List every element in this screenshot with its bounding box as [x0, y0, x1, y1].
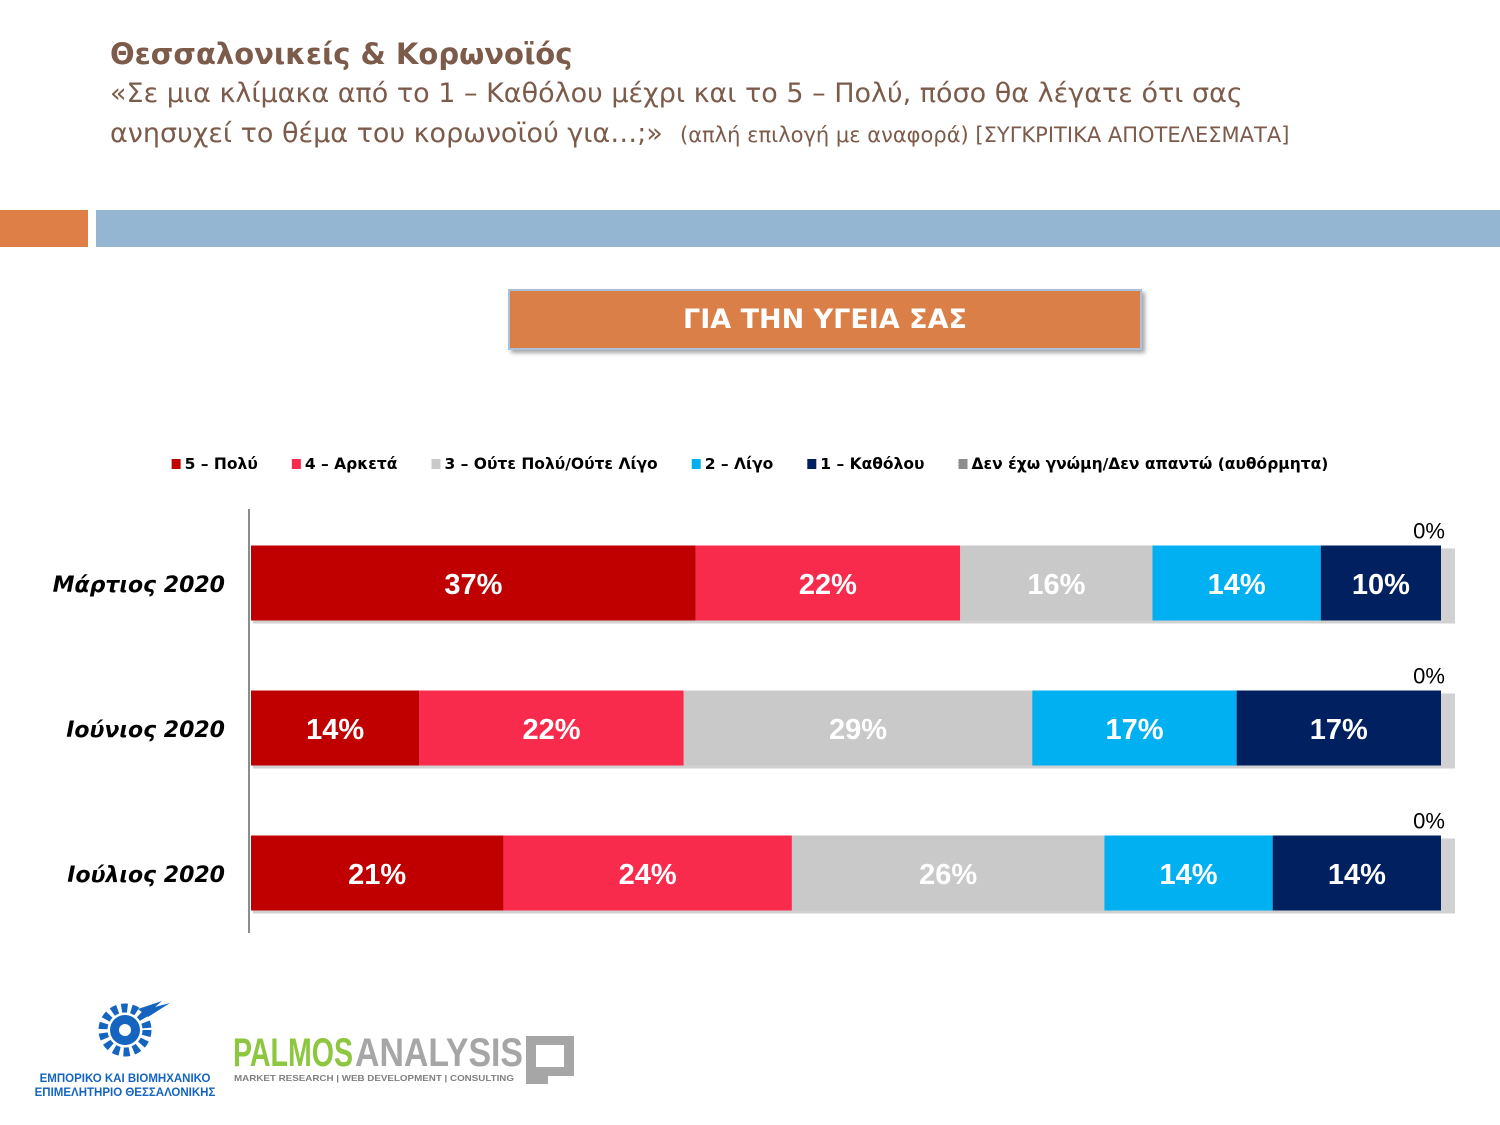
legend-item-3: 3 – Ούτε Πολύ/Ούτε Λίγο: [431, 455, 658, 473]
data-label: 0%: [1413, 809, 1445, 834]
data-label: 14%: [306, 714, 364, 746]
bar-segment: [695, 545, 961, 621]
gear-icon: [98, 1003, 152, 1057]
palmos-tagline: MARKET RESEARCH | WEB DEVELOPMENT | CONS…: [234, 1073, 514, 1083]
bar-segment: [1320, 545, 1441, 621]
palmos-wordmark: PALMOS: [233, 1031, 353, 1075]
legend-label: 3 – Ούτε Πολύ/Ούτε Λίγο: [444, 455, 657, 473]
data-label: 0%: [1413, 519, 1445, 544]
legend-label: 2 – Λίγο: [705, 455, 774, 473]
legend-label: 5 – Πολύ: [185, 455, 258, 473]
data-label: 24%: [619, 859, 677, 891]
topic-label-box: ΓΙΑ ΤΗΝ ΥΓΕΙΑ ΣΑΣ: [508, 289, 1142, 350]
category-label: Μάρτιος 2020: [53, 573, 225, 598]
data-label: 22%: [799, 569, 857, 601]
legend-label: 4 – Αρκετά: [305, 455, 398, 473]
chamber-logo: ΕΜΠΟΡΙΚΟ ΚΑΙ ΒΙΟΜΗΧΑΝΙΚΟ ΕΠΙΜΕΛΗΤΗΡΙΟ ΘΕ…: [35, 1001, 216, 1099]
chamber-logo-line-1: ΕΜΠΟΡΙΚΟ ΚΑΙ ΒΙΟΜΗΧΑΝΙΚΟ: [40, 1073, 211, 1085]
stacked-bar-chart: 5 – Πολύ 4 – Αρκετά 3 – Ούτε Πολύ/Ούτε Λίγ…: [53, 455, 1455, 933]
data-label: 29%: [829, 714, 887, 746]
bar-segment: [683, 690, 1033, 766]
bar-segment: [419, 690, 684, 766]
data-label: 26%: [919, 859, 977, 891]
data-label: 14%: [1328, 859, 1386, 891]
category-label: Ιούνιος 2020: [66, 718, 225, 743]
chart-bars: Μάρτιος 2020 37% 22% 16% 14% 10%0%Ιούνιος 202…: [53, 519, 1455, 914]
data-label: 17%: [1310, 714, 1368, 746]
legend-swatch: [807, 459, 817, 469]
bar-segment: [1236, 690, 1441, 766]
legend-swatch: [958, 459, 968, 469]
data-label: 16%: [1027, 569, 1085, 601]
bar-segment: [1032, 690, 1237, 766]
data-label: 37%: [444, 569, 502, 601]
legend-swatch: [431, 459, 441, 469]
question-note: (απλή επιλογή με αναφορά) [ΣΥΓΚΡΙΤΙΚΑ ΑΠ…: [680, 123, 1290, 147]
bar-segment: [251, 835, 504, 911]
data-label: 22%: [522, 714, 580, 746]
wing-icon: [138, 1001, 170, 1017]
palmos-analysis-logo: PALMOS ANALYSIS MARKET RESEARCH | WEB DE…: [233, 1031, 574, 1084]
bar-segment: [251, 545, 696, 621]
legend-item-5: 1 – Καθόλου: [807, 455, 925, 473]
legend-label: 1 – Καθόλου: [820, 455, 924, 473]
square-logo-icon: [526, 1036, 574, 1084]
legend-label: Δεν έχω γνώμη/Δεν απαντώ (αυθόρμητα): [972, 455, 1329, 473]
legend-item-1: 5 – Πολύ: [171, 455, 258, 473]
question-line-1: «Σε μια κλίμακα από το 1 – Καθόλου μέχρι…: [110, 78, 1243, 109]
data-label: 21%: [348, 859, 406, 891]
data-label: 0%: [1413, 664, 1445, 689]
survey-question: «Σε μια κλίμακα από το 1 – Καθόλου μέχρι…: [110, 74, 1490, 155]
category-label: Ιούλιος 2020: [67, 863, 225, 888]
legend-item-2: 4 – Αρκετά: [291, 455, 398, 473]
data-label: 17%: [1105, 714, 1163, 746]
legend-swatch: [691, 459, 701, 469]
data-label: 10%: [1352, 569, 1410, 601]
legend-swatch: [291, 459, 301, 469]
bar-segment: [1152, 545, 1321, 621]
question-line-2: ανησυχεί το θέμα του κορωνοϊού για…;»: [110, 118, 663, 149]
bar-segment: [791, 835, 1105, 911]
analysis-wordmark: ANALYSIS: [355, 1031, 523, 1075]
legend-item-6: Δεν έχω γνώμη/Δεν απαντώ (αυθόρμητα): [958, 455, 1329, 473]
bar-segment: [251, 690, 420, 766]
header: Θεσσαλονικείς & Κορωνοϊός «Σε μια κλίμακ…: [110, 34, 1490, 155]
bar-segment: [960, 545, 1153, 621]
bar-segment: [1272, 835, 1441, 911]
data-label: 14%: [1208, 569, 1266, 601]
orange-accent-bar: [0, 210, 88, 247]
legend-item-4: 2 – Λίγο: [691, 455, 774, 473]
legend-swatch: [171, 459, 181, 469]
bar-segment: [503, 835, 792, 911]
data-label: 14%: [1160, 859, 1218, 891]
blue-accent-bar: [96, 210, 1500, 247]
bar-segment: [1104, 835, 1273, 911]
chart-legend: 5 – Πολύ 4 – Αρκετά 3 – Ούτε Πολύ/Ούτε Λίγ…: [171, 455, 1329, 473]
chamber-logo-line-2: ΕΠΙΜΕΛΗΤΗΡΙΟ ΘΕΣΣΑΛΟΝΙΚΗΣ: [35, 1087, 216, 1099]
page-title: Θεσσαλονικείς & Κορωνοϊός: [110, 37, 573, 71]
